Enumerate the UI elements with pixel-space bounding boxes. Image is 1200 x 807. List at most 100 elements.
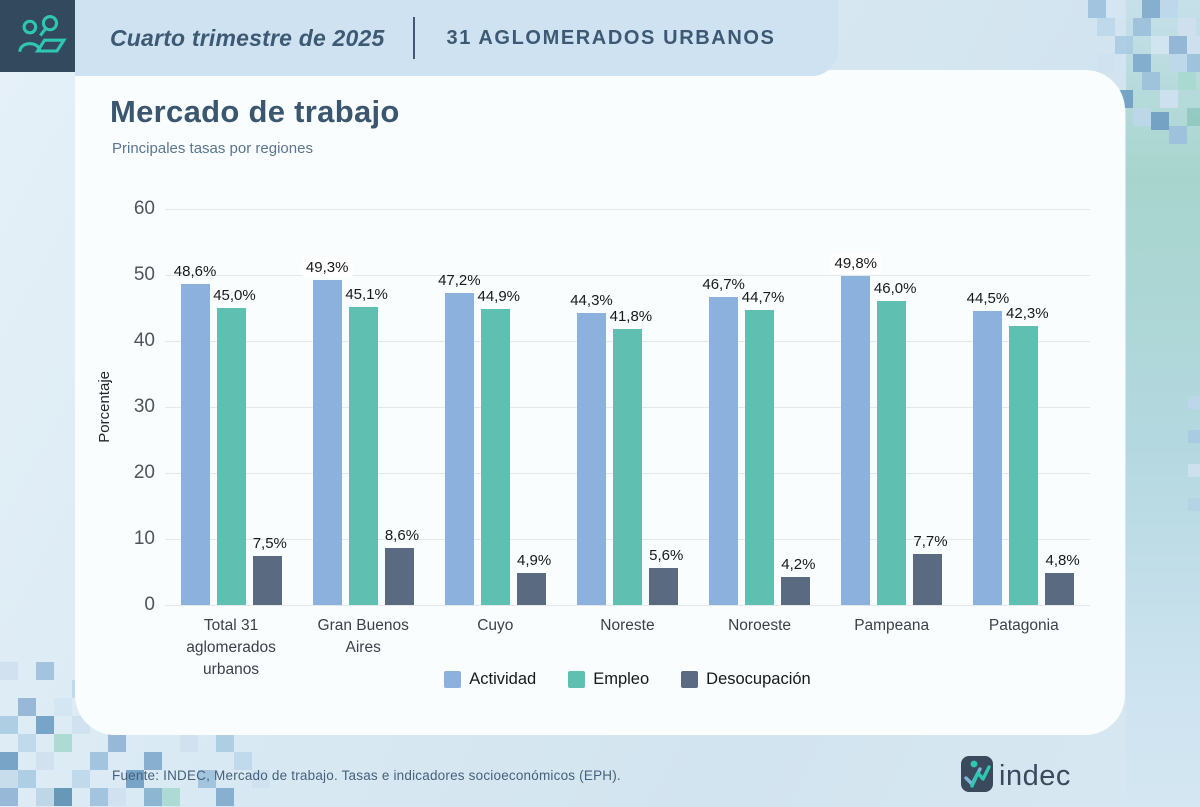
mosaic-pixel (54, 698, 72, 716)
mosaic-pixel (1142, 72, 1160, 90)
mosaic-pixel (216, 788, 234, 806)
bar-value-label: 4,9% (516, 551, 552, 569)
mosaic-pixel (1097, 54, 1115, 72)
gridline (165, 275, 1090, 276)
bar-wrap: 41,8% (610, 308, 652, 605)
mosaic-pixel (54, 788, 72, 806)
bar-value-label: 44,7% (741, 288, 785, 306)
bar-empleo (877, 301, 907, 605)
category-label: Cuyo (477, 617, 514, 634)
mosaic-pixel (126, 770, 144, 788)
mosaic-pixel (90, 788, 108, 806)
mosaic-pixel (1169, 54, 1187, 72)
bar-actividad (180, 284, 210, 605)
mosaic-pixel (108, 734, 126, 752)
x-axis-category-labels: Total 31 aglomerados urbanos Gran Buenos … (165, 615, 1090, 681)
background-gradient-band (1126, 0, 1200, 807)
mosaic-pixel (1188, 430, 1200, 443)
mosaic-pixel (36, 716, 54, 734)
category-label: Pampeana (854, 617, 930, 634)
mosaic-pixel (0, 752, 18, 770)
bar-wrap: 42,3% (1006, 305, 1049, 605)
header-divider (412, 17, 415, 59)
bar-value-label: 42,3% (1006, 304, 1049, 322)
bar-actividad (709, 296, 739, 605)
mosaic-pixel (36, 662, 54, 680)
bar-wrap: 46,0% (874, 280, 916, 605)
mosaic-pixel (36, 752, 54, 770)
brand-icon-box (0, 0, 75, 72)
legend-item-empleo: Empleo (568, 670, 649, 689)
bar-desocupación (516, 572, 546, 605)
bar-wrap: 44,7% (742, 289, 784, 605)
bar-group: 44,3% 41,8% 5,6% (570, 209, 683, 605)
mosaic-pixel (0, 788, 18, 806)
people-magnifier-icon (9, 6, 67, 67)
gridline (165, 209, 1090, 210)
bar-wrap: 49,8% (830, 253, 882, 605)
chart-card: Mercado de trabajo Principales tasas por… (75, 70, 1125, 735)
bar-value-label: 4,8% (1045, 552, 1080, 570)
bar-wrap: 4,9% (516, 552, 551, 605)
bar-actividad (973, 311, 1003, 605)
legend-label: Empleo (593, 670, 650, 688)
category-label: Noroeste (728, 617, 792, 634)
bar-value-label: 46,7% (702, 275, 745, 293)
bar-value-label: 44,5% (966, 290, 1010, 308)
chart-legend: Actividad Empleo Desocupación (165, 670, 1090, 689)
mosaic-pixel (1115, 36, 1133, 54)
source-note: Fuente: INDEC, Mercado de trabajo. Tasas… (112, 768, 621, 783)
mosaic-pixel (198, 770, 216, 788)
mosaic-pixel (0, 716, 18, 734)
bar-group: 47,2% 44,9% 4,9% (438, 209, 551, 605)
mosaic-pixel (72, 770, 90, 788)
bar-chart-plot-area: 48,6% 45,0% 7,5% 49,3% 45,1% 8,6% 47,2% 44,9% 4,… (165, 209, 1090, 606)
mosaic-pixel (1160, 90, 1178, 108)
y-tick-label: 0 (144, 594, 155, 615)
bar-value-label: 5,6% (649, 547, 684, 565)
y-tick-label: 40 (133, 330, 155, 351)
indec-logo-text: indec (999, 760, 1071, 792)
bar-group: 46,7% 44,7% 4,2% (702, 209, 815, 605)
mosaic-pixel (90, 752, 108, 770)
mosaic-pixel (1097, 18, 1115, 36)
mosaic-pixel (1169, 36, 1187, 54)
bar-wrap: 4,8% (1045, 552, 1080, 605)
mosaic-pixel (36, 788, 54, 806)
y-tick-label: 20 (133, 462, 155, 483)
bar-value-label: 4,2% (781, 556, 816, 574)
category-label: Total 31 aglomerados urbanos (186, 617, 276, 678)
bar-value-label: 41,8% (609, 308, 653, 326)
bar-value-label: 44,3% (570, 291, 613, 309)
mosaic-pixel (1169, 126, 1187, 144)
bar-value-label: 49,8% (830, 253, 882, 275)
mosaic-pixel (180, 734, 198, 752)
bar-wrap: 4,2% (781, 556, 815, 605)
bar-wrap: 44,3% (570, 292, 613, 605)
mosaic-pixel (1188, 498, 1200, 511)
bar-desocupación (781, 577, 811, 605)
legend-label: Desocupación (706, 670, 811, 688)
bar-empleo (1009, 325, 1039, 605)
mosaic-pixel (234, 752, 252, 770)
y-tick-label: 30 (133, 396, 155, 417)
mosaic-pixel (1106, 0, 1124, 18)
bar-desocupación (252, 555, 282, 605)
header-bar: Cuarto trimestre de 2025 31 AGLOMERADOS … (75, 0, 838, 76)
bar-wrap: 47,2% (438, 272, 481, 605)
bar-value-label: 8,6% (384, 527, 420, 545)
bar-value-label: 7,7% (913, 533, 948, 551)
bar-value-label: 48,6% (173, 263, 217, 281)
mosaic-pixel (162, 788, 180, 806)
mosaic-pixel (1188, 464, 1200, 477)
bar-desocupación (648, 568, 678, 605)
bar-empleo (745, 309, 775, 605)
legend-swatch (568, 671, 586, 688)
mosaic-pixel (18, 698, 36, 716)
legend-swatch (681, 671, 699, 688)
category-label: Patagonia (988, 617, 1059, 634)
mosaic-pixel (1133, 108, 1151, 126)
mosaic-pixel (1133, 54, 1151, 72)
bar-wrap: 7,7% (913, 533, 948, 605)
bar-desocupación (384, 548, 414, 605)
